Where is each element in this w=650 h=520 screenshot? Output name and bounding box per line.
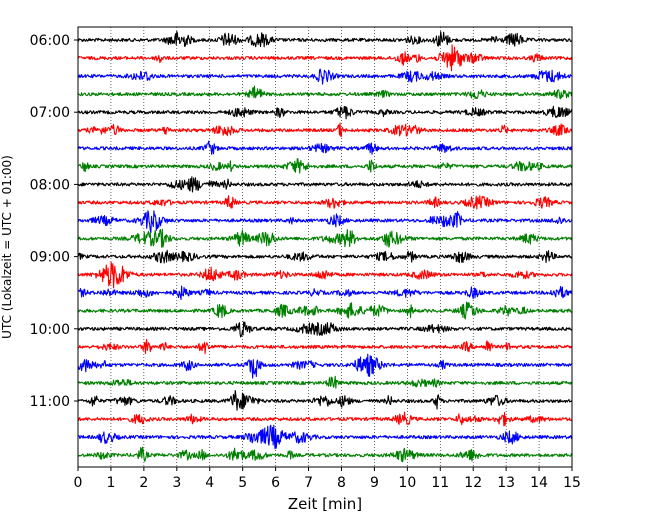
trace-1 [77, 44, 573, 72]
x-tick-label: 13 [497, 475, 515, 491]
x-axis-ticks: 0 1 2 3 4 5 6 7 8 9 10 11 12 13 14 15 [74, 467, 581, 491]
y-tick-label: 09:00 [30, 250, 70, 266]
trace-19 [77, 375, 573, 389]
trace-21 [77, 411, 573, 427]
trace-20 [77, 390, 573, 411]
y-axis-label: UTC (Lokalzeit = UTC + 01:00) [0, 155, 14, 339]
plot-frame [77, 26, 573, 468]
trace-22 [77, 424, 573, 450]
y-tick-label: 11:00 [30, 394, 70, 410]
y-tick-label: 10:00 [30, 322, 70, 338]
plot-background [78, 27, 572, 467]
trace-15 [77, 301, 573, 320]
x-axis-label: Zeit [min] [288, 495, 362, 513]
seismic-traces [77, 30, 573, 463]
x-tick-label: 12 [464, 475, 482, 491]
x-tick-label: 2 [139, 475, 148, 491]
x-tick-label: 15 [563, 475, 581, 491]
trace-10 [77, 210, 573, 234]
x-tick-label: 1 [106, 475, 115, 491]
trace-13 [77, 261, 573, 289]
y-tick-label: 06:00 [30, 33, 70, 49]
trace-4 [77, 105, 573, 120]
y-tick-label: 07:00 [30, 105, 70, 121]
trace-2 [77, 68, 573, 85]
trace-16 [77, 321, 573, 338]
trace-11 [77, 228, 573, 248]
y-axis-ticks: 06:00 07:00 08:00 09:00 10:00 11:00 [30, 33, 78, 410]
trace-8 [77, 176, 573, 193]
x-tick-label: 8 [337, 475, 346, 491]
trace-23 [77, 446, 573, 463]
x-tick-label: 10 [398, 475, 416, 491]
x-tick-label: 3 [172, 475, 181, 491]
x-tick-label: 14 [530, 475, 548, 491]
trace-5 [77, 122, 573, 138]
x-tick-label: 9 [370, 475, 379, 491]
trace-7 [77, 158, 573, 174]
trace-17 [77, 338, 573, 355]
x-tick-label: 4 [205, 475, 214, 491]
trace-3 [77, 85, 573, 100]
trace-6 [77, 140, 573, 155]
x-tick-label: 5 [238, 475, 247, 491]
x-tick-label: 7 [304, 475, 313, 491]
x-tick-label: 0 [74, 475, 83, 491]
trace-14 [77, 285, 573, 301]
trace-9 [77, 195, 573, 210]
x-tick-label: 11 [431, 475, 449, 491]
x-tick-label: 6 [271, 475, 280, 491]
trace-0 [77, 30, 573, 48]
y-tick-label: 08:00 [30, 177, 70, 193]
trace-18 [77, 353, 573, 379]
trace-12 [77, 249, 573, 264]
